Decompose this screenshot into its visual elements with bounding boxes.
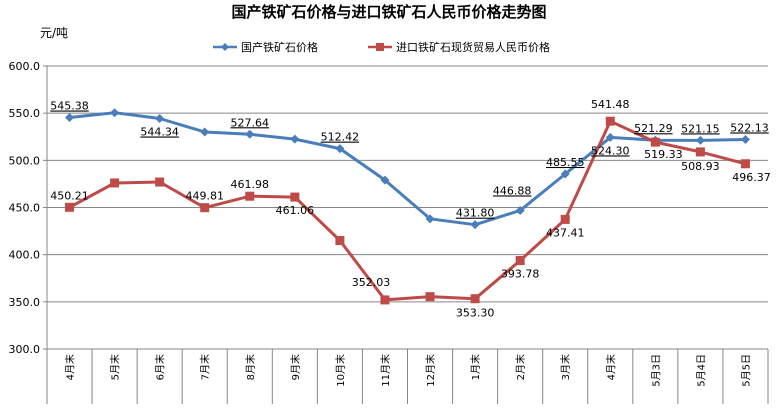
point-s0-2 <box>155 114 165 124</box>
y-tick-label-5: 550.0 <box>9 107 41 120</box>
point-s1-11 <box>560 214 570 224</box>
series-line-1 <box>68 119 746 302</box>
x-tick-label-13: 5月3日 <box>650 354 662 387</box>
data-label-s1-14: 508.93 <box>681 160 720 173</box>
series-layer <box>65 108 750 305</box>
point-s0-12 <box>605 132 615 142</box>
data-label-s0-9: 431.80 <box>456 207 495 220</box>
x-tick-label-2: 6月末 <box>154 354 167 380</box>
data-label-s1-3: 449.81 <box>185 190 224 203</box>
y-tick-label-0: 300.0 <box>9 343 41 356</box>
x-tick-label-4: 8月末 <box>244 354 257 380</box>
x-tick-label-5: 9月末 <box>289 354 302 380</box>
data-label-s1-12: 541.48 <box>591 98 630 111</box>
x-tick-label-6: 10月末 <box>334 354 347 387</box>
gridlines <box>47 65 768 303</box>
x-tick-label-10: 2月末 <box>514 354 527 380</box>
data-label-s1-11: 437.41 <box>546 226 585 239</box>
y-tick-label-6: 600.0 <box>9 60 41 73</box>
point-s1-7 <box>380 295 390 305</box>
y-tick-label-3: 450.0 <box>9 202 41 215</box>
y-axis-ticks: 300.0 350.0 400.0 450.0 500.0 550.0 600.0 <box>9 60 47 356</box>
y-tick-label-2: 400.0 <box>9 249 41 262</box>
point-s1-14 <box>695 147 705 157</box>
legend-label-domestic: 国产铁矿石价格 <box>241 40 318 54</box>
legend-marker-domestic <box>221 43 229 51</box>
point-s1-15 <box>740 159 750 169</box>
y-axis-unit: 元/吨 <box>40 26 68 40</box>
point-s1-3 <box>200 203 210 213</box>
data-label-s0-0: 545.38 <box>50 100 89 113</box>
data-label-s1-10: 393.78 <box>501 268 540 281</box>
series-line-0 <box>69 111 746 227</box>
y-tick-label-1: 350.0 <box>9 296 41 309</box>
y-tick-label-4: 500.0 <box>9 154 41 167</box>
x-tick-label-14: 5月4日 <box>695 354 707 387</box>
point-s0-10 <box>515 205 525 215</box>
chart-title: 国产铁矿石价格与进口铁矿石人民币价格走势图 <box>231 3 546 21</box>
x-tick-label-0: 4月末 <box>64 354 77 380</box>
point-s0-8 <box>425 214 435 224</box>
x-tick-label-3: 7月末 <box>199 354 212 380</box>
x-tick-label-8: 12月末 <box>424 354 437 387</box>
point-s1-12 <box>605 116 615 126</box>
point-s1-1 <box>110 178 120 188</box>
point-s1-13 <box>650 137 660 147</box>
x-tick-label-15: 5月5日 <box>740 354 752 387</box>
data-label-s0-13: 521.29 <box>634 122 673 135</box>
legend: 国产铁矿石价格 进口铁矿石现货贸易人民币价格 <box>213 40 550 54</box>
data-label-s1-0: 450.21 <box>50 189 89 202</box>
x-axis-ticks: 4月末 5月末 6月末 7月末 8月末 9月末 10月末 11月末 12月末 1月末 2月末 3月末 4… <box>46 349 769 404</box>
data-label-s1-7: 352.03 <box>352 276 391 289</box>
point-s1-8 <box>425 292 435 302</box>
data-label-s0-12: 524.30 <box>591 144 630 157</box>
data-label-s1-15: 496.37 <box>732 171 771 184</box>
point-s0-1 <box>110 108 120 118</box>
point-s1-2 <box>155 177 165 187</box>
data-label-s0-4: 527.64 <box>231 116 270 129</box>
point-s0-6 <box>335 144 345 154</box>
x-tick-label-9: 1月末 <box>469 354 482 380</box>
point-s0-14 <box>695 135 705 145</box>
data-label-s1-13: 519.33 <box>644 148 683 161</box>
point-s1-5 <box>290 192 300 202</box>
legend-label-import: 进口铁矿石现货贸易人民币价格 <box>396 40 550 54</box>
data-label-s1-4: 461.98 <box>231 178 270 191</box>
data-label-s0-6: 512.42 <box>321 131 360 144</box>
point-s1-4 <box>245 191 255 201</box>
point-s0-7 <box>380 175 390 185</box>
point-s1-9 <box>470 294 480 304</box>
data-label-s0-14: 521.15 <box>681 122 720 135</box>
point-s0-3 <box>200 127 210 137</box>
x-tick-label-7: 11月末 <box>379 354 392 387</box>
data-label-s1-9: 353.30 <box>456 307 495 320</box>
point-s1-6 <box>335 236 345 246</box>
point-s0-15 <box>740 134 750 144</box>
point-s0-5 <box>290 134 300 144</box>
data-label-s0-2: 544.34 <box>140 126 179 139</box>
data-label-s0-10: 446.88 <box>493 184 532 197</box>
data-labels: 545.38 544.34 527.64 512.42 431.80 446.88 485.… <box>50 98 770 320</box>
point-s0-9 <box>470 220 480 230</box>
point-s1-10 <box>515 256 525 266</box>
point-s1-0 <box>65 202 75 212</box>
data-label-s0-15: 522.13 <box>730 121 769 134</box>
legend-marker-import <box>376 43 384 51</box>
data-label-s0-11: 485.55 <box>546 156 585 169</box>
x-tick-label-12: 4月末 <box>604 354 617 380</box>
x-tick-label-11: 3月末 <box>559 354 572 380</box>
x-tick-label-1: 5月末 <box>109 354 122 380</box>
point-s0-11 <box>560 169 570 179</box>
point-s0-0 <box>65 113 75 123</box>
point-s0-4 <box>245 129 255 139</box>
data-label-s1-5: 461.06 <box>276 204 315 217</box>
